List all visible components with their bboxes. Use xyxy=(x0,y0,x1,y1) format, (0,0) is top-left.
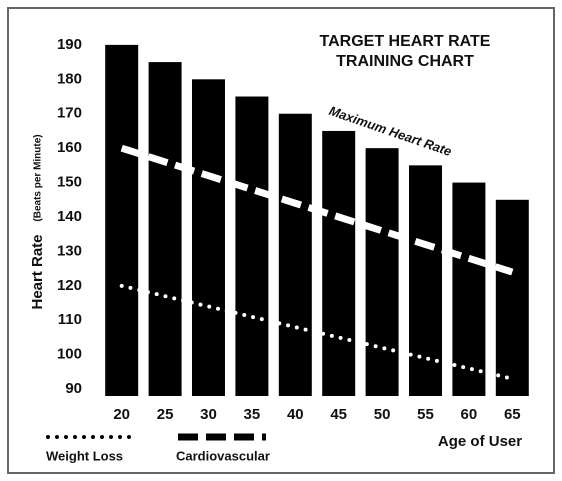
y-tick-label: 100 xyxy=(57,346,82,363)
bar xyxy=(148,62,182,396)
chart-title: TRAINING CHART xyxy=(336,53,474,70)
bar xyxy=(495,199,529,396)
x-tick-label: 55 xyxy=(417,406,434,423)
y-tick-label: 170 xyxy=(57,105,82,122)
x-tick-label: 35 xyxy=(244,406,261,423)
x-tick-label: 25 xyxy=(157,406,174,423)
x-tick-label: 30 xyxy=(200,406,217,423)
x-label: Age of User xyxy=(438,433,522,450)
y-tick-label: 190 xyxy=(57,36,82,53)
y-label-note: (Beats per Minute) xyxy=(33,134,44,221)
x-tick-label: 40 xyxy=(287,406,304,423)
legend-label: Cardiovascular xyxy=(176,448,270,463)
bar xyxy=(322,130,356,396)
x-tick-label: 65 xyxy=(504,406,521,423)
y-tick-label: 150 xyxy=(57,174,82,191)
chart-title: TARGET HEART RATE xyxy=(320,33,491,50)
legend-label: Weight Loss xyxy=(46,448,123,463)
bar xyxy=(235,96,269,397)
y-tick-label: 130 xyxy=(57,242,82,259)
y-tick-label: 110 xyxy=(58,311,82,328)
y-tick-label: 160 xyxy=(57,139,82,156)
bar xyxy=(365,148,399,396)
y-tick-label: 140 xyxy=(57,208,82,225)
bar xyxy=(452,182,486,396)
bar xyxy=(409,165,442,396)
y-tick-label: 120 xyxy=(57,277,82,294)
x-tick-label: 60 xyxy=(461,406,478,423)
series-line xyxy=(119,283,515,381)
x-tick-label: 20 xyxy=(113,406,130,423)
y-label: Heart Rate xyxy=(29,234,46,309)
bar xyxy=(105,44,139,397)
x-tick-label: 50 xyxy=(374,406,391,423)
series-line xyxy=(120,144,514,276)
y-tick-label: 90 xyxy=(65,380,82,397)
bar xyxy=(278,113,312,396)
y-axis-title: Heart Rate (Beats per Minute) xyxy=(29,134,46,309)
bar xyxy=(192,79,225,397)
x-tick-label: 45 xyxy=(330,406,347,423)
y-tick-label: 180 xyxy=(57,70,82,87)
